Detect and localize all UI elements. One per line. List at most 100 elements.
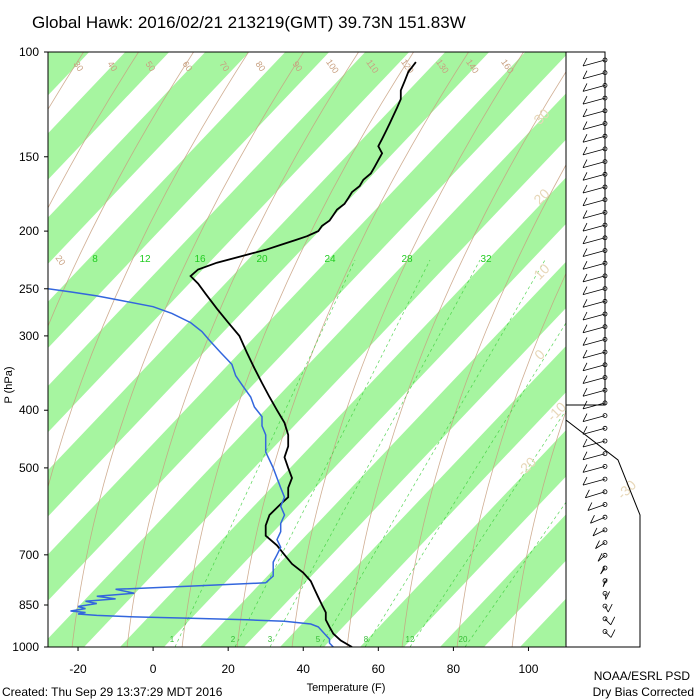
isotherm-band <box>680 27 700 647</box>
wind-barb <box>582 351 606 359</box>
wind-barb-feather <box>582 222 588 232</box>
wind-barb-station <box>602 95 608 101</box>
wind-barb <box>592 529 606 537</box>
dry-adiabat <box>48 52 85 111</box>
mixing-ratio-label: 2 <box>231 635 236 644</box>
wind-barb-feather <box>582 337 588 346</box>
temperature-tick-label: 0 <box>150 662 157 676</box>
wind-barb <box>582 186 606 194</box>
dry-adiabat-label: 90 <box>290 59 304 73</box>
dry-adiabat-label: 70 <box>217 59 231 73</box>
wind-barb-station <box>602 133 608 139</box>
wind-barb-feather <box>607 603 613 613</box>
wind-barb <box>582 250 606 257</box>
wind-barb-feather <box>590 515 595 524</box>
dry-bias-note: Dry Bias Corrected <box>593 685 694 699</box>
temperature-tick-label: 80 <box>447 662 461 676</box>
wind-barb-station <box>602 260 608 266</box>
wind-barb-station <box>602 336 608 342</box>
wind-barb <box>595 542 606 549</box>
wind-barb-feather <box>582 362 588 371</box>
mixing-ratio-labels: 8 12 16 20 24 28 321 2 3 5 8 12 20 <box>92 254 492 644</box>
wind-barb <box>582 364 606 372</box>
pressure-tick-label: 500 <box>19 461 39 475</box>
wind-barb-panel <box>565 51 641 648</box>
wind-barb-station <box>602 375 608 380</box>
dry-adiabat <box>456 272 566 647</box>
wind-barb-station <box>602 324 608 330</box>
wind-barb <box>582 427 606 435</box>
mixing-ratio-label: 8 <box>364 635 369 644</box>
wind-barb-feather <box>582 464 588 473</box>
wind-barb-station <box>602 171 608 177</box>
wind-barb-station <box>602 616 608 622</box>
wind-barb <box>582 212 606 219</box>
wind-barb-station <box>602 463 608 469</box>
temperature-tick-label: 60 <box>372 662 386 676</box>
x-axis-label: Temperature (F) <box>307 682 386 694</box>
wind-barb-feather <box>605 591 611 600</box>
isotherm-band <box>120 177 566 647</box>
wind-barb <box>604 593 607 600</box>
wind-barb-station <box>602 527 608 533</box>
isotherm-band <box>520 598 566 647</box>
wind-barb-feather <box>582 413 588 422</box>
wind-barb-station <box>602 286 608 292</box>
wind-barb-station <box>602 489 608 495</box>
mixing-ratio-line <box>319 259 546 647</box>
wind-barb-station <box>602 184 608 190</box>
wind-barb-feather <box>582 311 588 321</box>
wind-barb-station <box>602 476 608 482</box>
wind-barb-station <box>602 209 608 215</box>
wind-barb-feather <box>587 502 593 511</box>
dry-adiabat <box>511 409 566 647</box>
wind-barb-feather <box>582 400 588 410</box>
wind-barb-feather <box>582 146 588 156</box>
mixing-ratio-label: 20 <box>256 254 268 265</box>
pressure-tick-label: 1000 <box>12 640 39 654</box>
mixing-ratio-line <box>364 322 566 647</box>
wind-barb-feather <box>582 388 588 397</box>
wind-barb-feather <box>602 578 608 587</box>
isotherm-band <box>600 27 700 647</box>
wind-barb-feather <box>600 565 605 575</box>
wind-barb <box>582 377 606 384</box>
dry-adiabat-label: 20 <box>53 253 67 267</box>
wind-barb-feather <box>582 108 588 117</box>
wind-barb <box>582 440 606 448</box>
wind-barb <box>582 123 606 130</box>
wind-barb-feather <box>582 261 588 270</box>
temperature-axis: -20 0 20 40 60 80 100 <box>69 647 539 676</box>
dry-adiabat <box>48 52 140 209</box>
wind-barb <box>582 453 606 461</box>
dry-adiabat <box>48 52 195 328</box>
dry-adiabat <box>291 52 525 647</box>
wind-barb-feather <box>582 426 588 435</box>
org-label: NOAA/ESRL PSD <box>594 669 691 683</box>
dry-adiabat <box>675 12 700 667</box>
wind-barb-feather <box>582 349 588 359</box>
wind-barb-station <box>602 400 608 406</box>
pressure-tick-label: 300 <box>19 329 39 343</box>
wind-barb-station <box>602 502 608 507</box>
wind-barb-feather <box>582 184 588 194</box>
wind-barb-feather <box>582 273 588 283</box>
wind-barb-station <box>602 121 608 126</box>
pressure-tick-label: 250 <box>19 282 39 296</box>
pressure-tick-label: 700 <box>19 548 39 562</box>
wind-barb <box>582 173 606 181</box>
wind-barb-feather <box>582 476 588 486</box>
wind-barb <box>582 402 606 410</box>
wind-barb <box>582 161 606 168</box>
wind-barb <box>582 72 606 80</box>
wind-barb-feather <box>582 451 588 460</box>
wind-barb <box>582 466 606 473</box>
temperature-tick-label: 20 <box>221 662 235 676</box>
wind-barb-feather <box>582 121 588 130</box>
wind-barb-station <box>602 298 608 304</box>
dry-adiabat <box>71 52 305 647</box>
wind-barb-feather <box>582 95 588 105</box>
dry-adiabats <box>48 12 700 667</box>
